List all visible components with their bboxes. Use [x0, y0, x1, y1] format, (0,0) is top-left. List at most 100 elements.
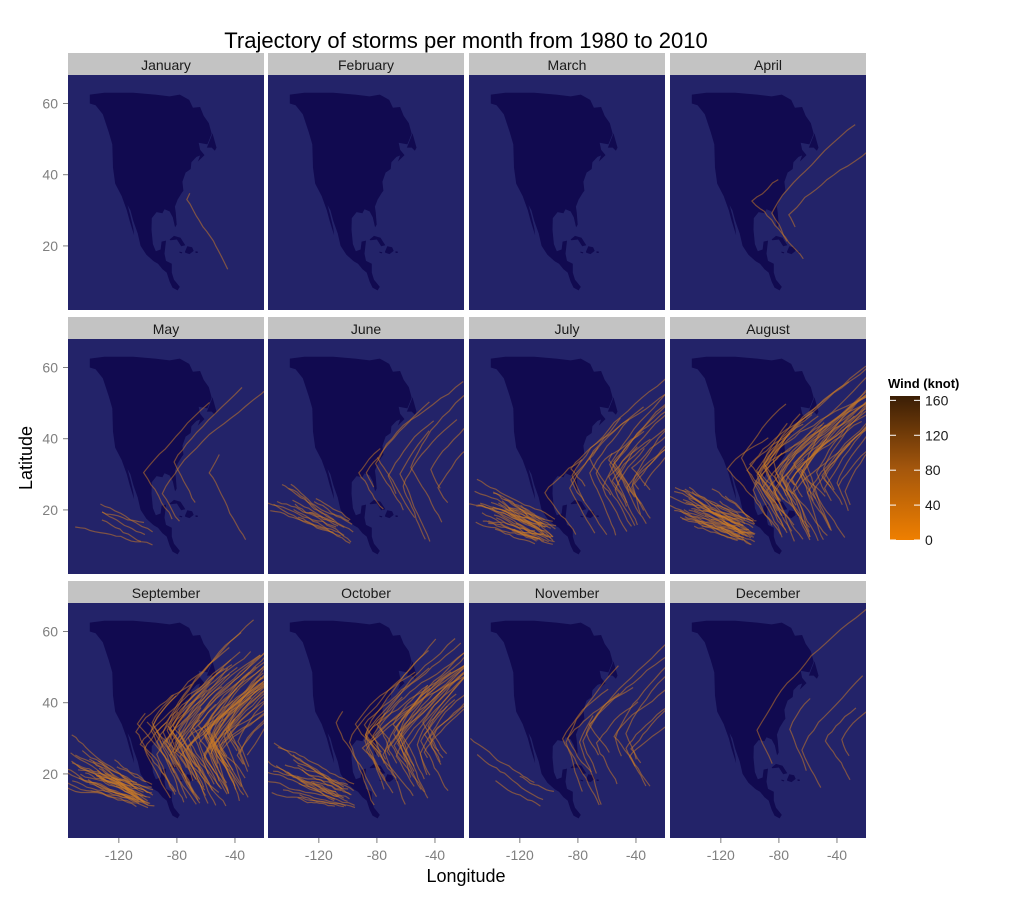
storm-track — [89, 758, 138, 784]
storm-track — [71, 734, 135, 787]
storm-track — [96, 775, 152, 788]
storm-track — [219, 709, 264, 757]
island — [781, 251, 785, 254]
island — [596, 251, 599, 253]
storm-track — [150, 695, 188, 799]
facet-strip-label: July — [555, 321, 580, 337]
storm-track — [101, 511, 146, 536]
storm-track — [837, 451, 866, 487]
x-tick-label: -120 — [707, 847, 735, 863]
storm-track — [844, 453, 866, 506]
panel-july: July — [469, 317, 665, 574]
storm-track — [268, 780, 355, 806]
storm-track — [395, 676, 464, 787]
storm-track — [494, 528, 536, 545]
y-tick-label: 60 — [42, 95, 58, 111]
storm-track — [311, 780, 342, 792]
storm-track — [493, 492, 541, 521]
storm-track — [495, 517, 537, 535]
storm-track — [799, 463, 846, 538]
wind-legend: Wind (knot) 160 120 80 40 0 — [888, 376, 959, 548]
chart-title: Trajectory of storms per month from 1980… — [224, 28, 707, 53]
storm-track — [806, 423, 866, 529]
storm-track — [481, 512, 537, 542]
facet-strip-label: December — [736, 585, 801, 601]
facet-strip — [268, 53, 464, 75]
facet-strip-label: May — [153, 321, 179, 337]
y-tick-label: 40 — [42, 431, 58, 447]
storm-track — [759, 403, 866, 500]
storm-track — [500, 513, 536, 532]
island — [179, 251, 183, 254]
storm-track — [143, 681, 211, 799]
island — [771, 763, 788, 775]
x-axis-ticks: -120 -80 -40 -120 -80 -40 -120 -80 -40 -120 -80 -40 — [105, 838, 847, 863]
storm-track — [633, 448, 665, 490]
storm-track — [223, 719, 243, 786]
legend-tick-label: 120 — [925, 427, 949, 443]
island — [179, 779, 183, 782]
storm-tracks — [68, 619, 264, 809]
storm-track — [691, 491, 736, 521]
island — [787, 774, 796, 783]
storm-track — [282, 789, 347, 807]
storm-track — [589, 418, 630, 536]
storm-track — [297, 516, 341, 537]
storm-track — [420, 705, 449, 792]
storm-track — [268, 760, 335, 802]
storm-track — [292, 499, 339, 527]
storm-track — [684, 488, 746, 521]
storm-track — [796, 420, 862, 497]
island — [596, 515, 599, 517]
facet-strip — [670, 581, 866, 603]
storm-track — [281, 484, 335, 521]
storm-track — [364, 642, 462, 758]
storm-track — [469, 737, 535, 784]
facet-strip-label: February — [338, 57, 394, 73]
storm-track — [90, 790, 137, 808]
storm-track — [512, 528, 554, 538]
island — [206, 133, 217, 151]
facet-strip-label: October — [341, 585, 391, 601]
y-tick-label: 40 — [42, 695, 58, 711]
storm-track — [772, 365, 866, 496]
facet-strip — [68, 53, 264, 75]
y-tick-label: 20 — [42, 502, 58, 518]
island — [406, 133, 417, 151]
storm-track — [507, 506, 554, 542]
storm-track — [313, 501, 350, 522]
panel-february: February — [268, 53, 464, 310]
x-tick-label: -80 — [769, 847, 789, 863]
island — [179, 515, 183, 518]
storm-track — [781, 402, 866, 496]
storm-track — [166, 632, 242, 752]
storm-track — [763, 395, 866, 506]
storm-track — [511, 530, 545, 542]
storm-track — [335, 710, 378, 798]
storm-track — [771, 124, 856, 242]
storm-track — [219, 712, 264, 771]
x-tick-label: -40 — [225, 847, 245, 863]
land-mass — [89, 620, 212, 819]
storm-track — [740, 403, 787, 538]
storm-track — [841, 711, 866, 757]
storm-track — [410, 394, 464, 523]
storm-track — [595, 701, 639, 785]
y-tick-label: 20 — [42, 766, 58, 782]
storm-track — [197, 666, 257, 788]
land-mass — [89, 356, 212, 555]
storm-track — [308, 512, 335, 523]
storm-track — [785, 414, 866, 541]
storm-track — [437, 450, 464, 503]
panel-june: June — [268, 317, 464, 574]
facet-strip — [670, 53, 866, 75]
storm-track — [312, 781, 348, 802]
storm-track — [101, 511, 145, 524]
storm-track — [135, 683, 193, 795]
storm-track — [614, 448, 645, 526]
storm-track — [384, 687, 431, 805]
storm-track — [788, 152, 866, 228]
storm-track — [746, 423, 804, 526]
storm-track — [169, 667, 225, 768]
storm-track — [785, 407, 866, 486]
